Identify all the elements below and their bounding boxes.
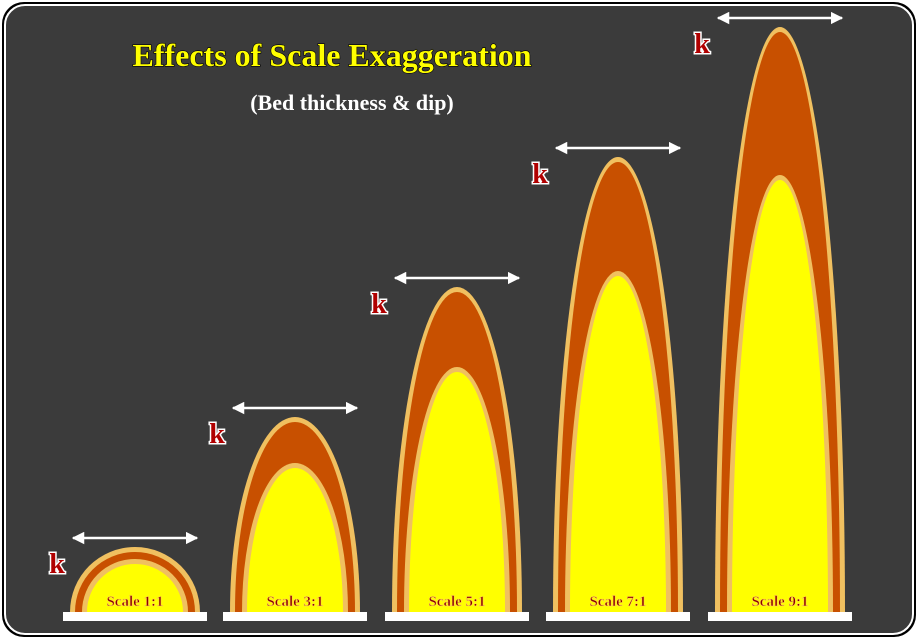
k-label: k: [532, 159, 548, 190]
core: [87, 564, 183, 612]
arches: k Scale 1:1 k Scale 3:1 k Scale 5:1 k Scale 7:1…: [48, 11, 852, 621]
scale-label: Scale 7:1: [589, 594, 646, 610]
scale-label: Scale 3:1: [266, 594, 323, 610]
base: [385, 612, 529, 621]
scale-label: Scale 5:1: [428, 594, 485, 610]
k-label: k: [49, 549, 65, 580]
k-label: k: [371, 289, 387, 320]
base: [708, 612, 852, 621]
title: Effects of Scale Exaggeration: [132, 37, 531, 73]
scale-label: Scale 9:1: [751, 594, 808, 610]
subtitle: (Bed thickness & dip): [250, 90, 454, 115]
core: [732, 180, 828, 612]
base: [63, 612, 207, 621]
base: [546, 612, 690, 621]
core: [570, 276, 666, 612]
k-label: k: [209, 419, 225, 450]
core: [409, 372, 505, 612]
base: [223, 612, 367, 621]
k-label: k: [694, 29, 710, 60]
scale-label: Scale 1:1: [106, 594, 163, 610]
core: [247, 468, 343, 612]
